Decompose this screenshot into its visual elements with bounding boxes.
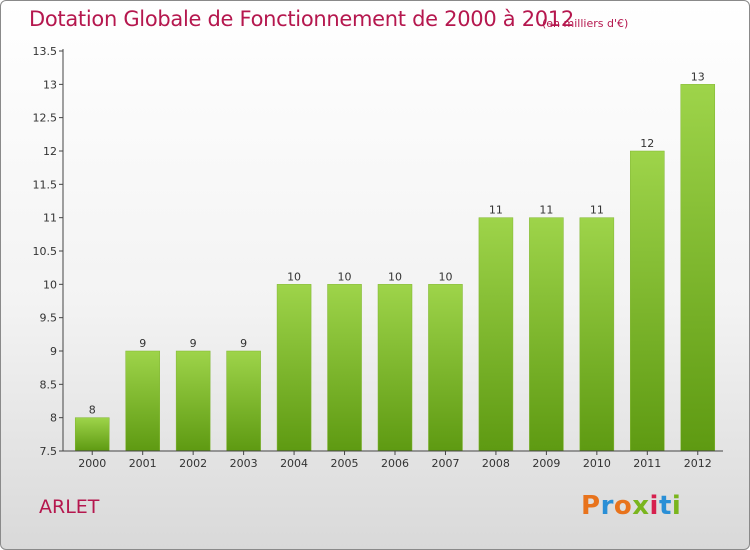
- logo-letter: x: [632, 491, 650, 521]
- logo-letter: r: [600, 491, 614, 521]
- bar-value-label: 11: [590, 204, 604, 217]
- bar: [478, 217, 514, 452]
- logo-letter: t: [658, 491, 672, 521]
- y-tick-label: 12.5: [33, 112, 58, 125]
- x-tick-label: 2003: [230, 457, 258, 470]
- bar: [529, 217, 564, 452]
- y-tick-label: 10: [43, 278, 57, 291]
- bar-value-label: 10: [287, 270, 301, 283]
- bar-value-label: 9: [190, 337, 197, 350]
- bar: [226, 350, 261, 452]
- x-tick-label: 2007: [431, 457, 459, 470]
- bar: [175, 350, 211, 452]
- bar: [428, 284, 463, 452]
- bar: [680, 84, 716, 452]
- bar: [74, 417, 110, 452]
- x-tick-label: 2009: [532, 457, 560, 470]
- chart-title: Dotation Globale de Fonctionnement de 20…: [29, 7, 574, 31]
- bar: [377, 284, 413, 452]
- bar-value-label: 8: [89, 404, 96, 417]
- x-tick-label: 2001: [129, 457, 157, 470]
- bar-value-label: 10: [338, 270, 352, 283]
- chart-subtitle: (en milliers d'€): [542, 17, 629, 30]
- bar-value-label: 9: [139, 337, 146, 350]
- y-tick-label: 12: [43, 145, 57, 158]
- bar-value-label: 10: [438, 270, 452, 283]
- x-tick-label: 2010: [583, 457, 611, 470]
- y-tick-label: 8.5: [40, 378, 58, 391]
- y-tick-label: 11: [43, 212, 57, 225]
- bar-value-label: 9: [240, 337, 247, 350]
- bar-value-label: 12: [640, 137, 654, 150]
- logo-letter: P: [581, 491, 601, 521]
- bar: [276, 284, 312, 452]
- x-tick-label: 2006: [381, 457, 409, 470]
- x-tick-label: 2004: [280, 457, 308, 470]
- y-tick-label: 11.5: [33, 178, 58, 191]
- y-tick-label: 9: [50, 345, 57, 358]
- x-tick-label: 2002: [179, 457, 207, 470]
- bar: [579, 217, 615, 452]
- bar: [125, 350, 160, 452]
- y-tick-label: 13.5: [33, 45, 58, 58]
- y-tick-label: 10.5: [33, 245, 58, 258]
- x-tick-label: 2011: [633, 457, 661, 470]
- bar-value-label: 11: [489, 204, 503, 217]
- proxiti-logo: Proxiti: [581, 491, 681, 521]
- x-tick-label: 2005: [331, 457, 359, 470]
- y-tick-label: 9.5: [40, 312, 58, 325]
- x-tick-label: 2008: [482, 457, 510, 470]
- logo-letter: i: [671, 491, 682, 521]
- logo-letter: i: [649, 491, 659, 521]
- bar-value-label: 11: [539, 204, 553, 217]
- x-tick-label: 2012: [684, 457, 712, 470]
- commune-name: ARLET: [39, 496, 100, 518]
- y-tick-label: 8: [50, 412, 57, 425]
- logo-letter: o: [613, 491, 633, 521]
- bar-value-label: 10: [388, 270, 402, 283]
- y-tick-label: 13: [43, 78, 57, 91]
- bar: [630, 150, 665, 452]
- bar-value-label: 13: [691, 70, 705, 83]
- x-tick-label: 2000: [78, 457, 106, 470]
- bar: [327, 284, 362, 452]
- y-tick-label: 7.5: [40, 445, 58, 458]
